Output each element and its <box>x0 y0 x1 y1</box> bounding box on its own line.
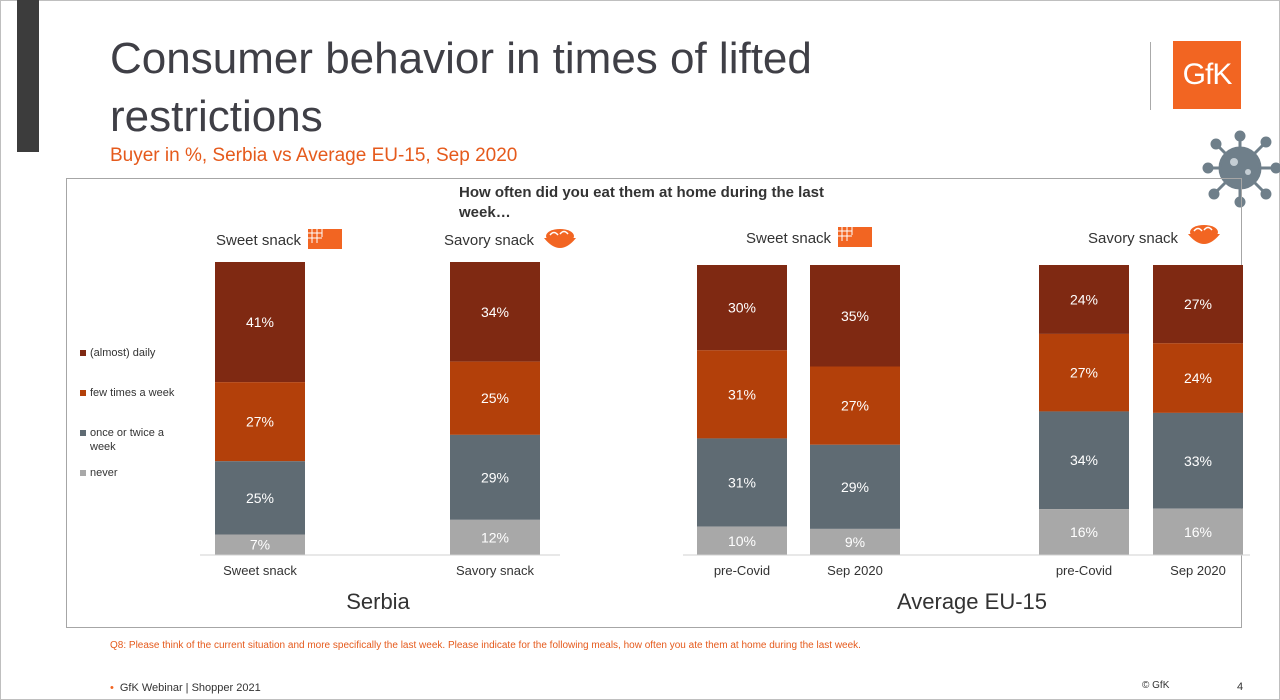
page-number: 4 <box>1237 681 1244 693</box>
savory-snack-icon <box>1188 225 1220 244</box>
legend-swatch <box>80 390 86 396</box>
legend-label: few times a week <box>90 387 175 399</box>
legend-label: once or twice a week <box>90 427 164 453</box>
legend-swatch <box>80 470 86 476</box>
footnote: Q8: Please think of the current situatio… <box>110 640 861 651</box>
panel-label-eu-savory: Savory snack <box>1088 230 1179 247</box>
panel-label-serbia-sweet: Sweet snack <box>216 232 302 249</box>
panel-label-serbia-savory: Savory snack <box>444 232 535 249</box>
legend-item: once or twice a week <box>80 426 190 466</box>
chart-legend: (almost) daily few times a week once or … <box>80 346 190 486</box>
legend-label: (almost) daily <box>90 347 156 359</box>
footer-text: GfK Webinar | Shopper 2021 <box>119 682 261 694</box>
legend-swatch <box>80 430 86 436</box>
side-accent-bar <box>17 0 39 152</box>
slide-subtitle: Buyer in %, Serbia vs Average EU-15, Sep… <box>110 145 518 166</box>
legend-item: (almost) daily <box>80 346 190 386</box>
gfk-logo: GfK <box>1173 41 1241 109</box>
legend-item: never <box>80 466 190 486</box>
footer: • GfK Webinar | Shopper 2021 <box>110 682 261 694</box>
legend-item: few times a week <box>80 386 190 426</box>
legend-swatch <box>80 350 86 356</box>
logo-divider <box>1150 42 1151 110</box>
sweet-snack-icon <box>308 229 342 249</box>
sweet-snack-icon <box>838 227 872 247</box>
copyright: © GfK <box>1142 680 1170 691</box>
survey-question: How often did you eat them at home durin… <box>459 184 825 221</box>
savory-snack-icon <box>544 229 576 248</box>
virus-icon <box>1202 130 1280 208</box>
legend-label: never <box>90 467 118 479</box>
slide-title: Consumer behavior in times of lifted res… <box>110 34 812 141</box>
footer-bullet-icon: • <box>110 682 114 694</box>
panel-label-eu-sweet: Sweet snack <box>746 230 832 247</box>
